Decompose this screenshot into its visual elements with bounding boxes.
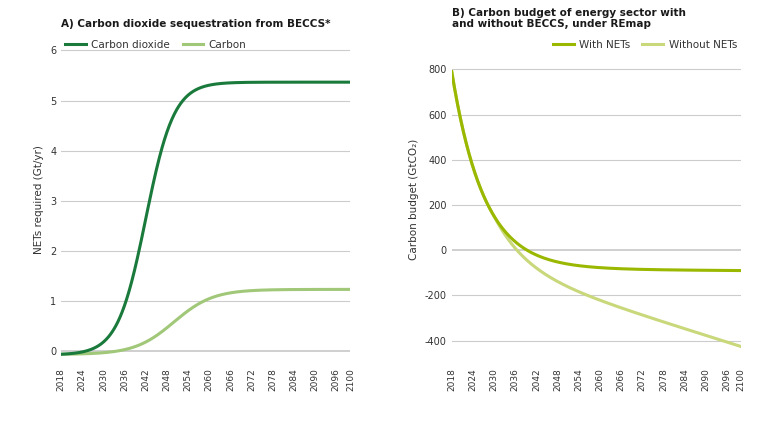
Text: B) Carbon budget of energy sector with
and without BECCS, under REmap: B) Carbon budget of energy sector with a…: [452, 8, 685, 29]
Legend: With NETs, Without NETs: With NETs, Without NETs: [549, 35, 741, 54]
Y-axis label: NETs required (Gt/yr): NETs required (Gt/yr): [34, 145, 44, 254]
Text: A) Carbon dioxide sequestration from BECCS*: A) Carbon dioxide sequestration from BEC…: [61, 19, 331, 29]
Legend: Carbon dioxide, Carbon: Carbon dioxide, Carbon: [61, 35, 251, 54]
Y-axis label: Carbon budget (GtCO₂): Carbon budget (GtCO₂): [410, 139, 419, 260]
